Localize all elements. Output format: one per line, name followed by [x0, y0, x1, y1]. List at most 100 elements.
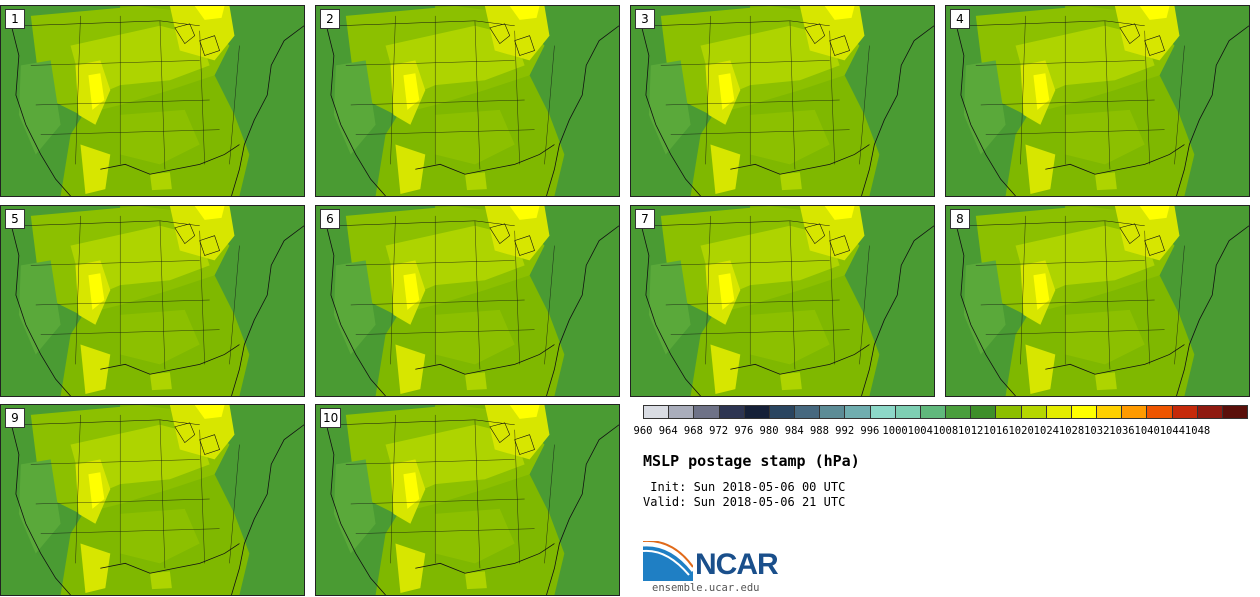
member-map-9	[1, 405, 304, 595]
map-feature	[395, 344, 426, 395]
map-feature	[861, 25, 934, 196]
source-url: ensemble.ucar.edu	[652, 582, 760, 594]
map-feature	[750, 309, 830, 365]
colorbar-swatch	[971, 406, 997, 418]
map-feature	[546, 225, 619, 396]
map-feature	[194, 405, 225, 419]
member-map-10	[316, 405, 619, 595]
map-feature	[861, 225, 934, 396]
colorbar-tick: 1036	[1109, 425, 1135, 437]
map-feature	[1065, 309, 1145, 365]
map-feature	[780, 172, 802, 191]
map-feature	[1045, 344, 1185, 375]
member-panel-7: 7	[630, 205, 935, 397]
colorbar-tick: 1040	[1134, 425, 1160, 437]
map-feature	[465, 372, 487, 391]
map-feature	[1095, 372, 1117, 391]
map-feature	[514, 206, 619, 396]
map-feature	[730, 144, 870, 175]
colorbar-tick: 996	[860, 425, 880, 437]
map-feature	[1033, 73, 1050, 110]
map-feature	[965, 20, 1145, 27]
colorbar-tick: 988	[809, 425, 829, 437]
colorbar-swatch	[795, 406, 821, 418]
member-map-6	[316, 206, 619, 396]
member-label: 7	[635, 209, 655, 229]
map-feature	[403, 472, 420, 509]
map-feature	[100, 144, 240, 175]
colorbar-swatch	[669, 406, 695, 418]
colorbar-tick: 1048	[1184, 425, 1211, 437]
map-feature	[30, 15, 240, 170]
map-feature	[30, 414, 240, 569]
colorbar-swatch	[946, 406, 972, 418]
member-panel-10: 10	[315, 404, 620, 596]
member-label: 5	[5, 209, 25, 229]
colorbar-tick: 968	[683, 425, 703, 437]
colorbar-swatch	[870, 406, 896, 418]
map-feature	[8, 15, 71, 196]
member-panel-6: 6	[315, 205, 620, 397]
map-feature	[403, 73, 420, 110]
member-panel-9: 9	[0, 404, 305, 596]
member-label: 2	[320, 9, 340, 29]
map-feature	[953, 15, 1016, 196]
colorbar-swatch	[1172, 406, 1198, 418]
member-panel-2: 2	[315, 5, 620, 197]
colorbar-swatch	[820, 406, 846, 418]
map-feature	[1176, 25, 1249, 196]
map-feature	[415, 144, 555, 175]
map-feature	[345, 414, 555, 569]
member-map-8	[946, 206, 1249, 396]
colorbar-swatch	[996, 406, 1022, 418]
map-feature	[650, 20, 830, 27]
valid-time: Valid: Sun 2018-05-06 21 UTC	[643, 495, 846, 509]
member-label: 10	[320, 408, 342, 428]
member-map-3	[631, 6, 934, 196]
map-feature	[415, 543, 555, 574]
map-feature	[489, 223, 535, 256]
member-panel-4: 4	[945, 5, 1250, 197]
colorbar-tick: 984	[784, 425, 804, 437]
map-feature	[194, 206, 225, 220]
colorbar-tick: 1024	[1033, 425, 1059, 437]
map-feature	[509, 6, 540, 20]
colorbar-swatch	[1071, 406, 1098, 418]
map-feature	[514, 6, 619, 196]
map-feature	[80, 344, 111, 395]
map-feature	[88, 472, 105, 509]
colorbar-swatch	[769, 406, 796, 418]
colorbar-tick: 976	[734, 425, 754, 437]
member-label: 6	[320, 209, 340, 229]
map-feature	[80, 543, 111, 594]
map-feature	[323, 414, 386, 595]
member-map-2	[316, 6, 619, 196]
member-label: 9	[5, 408, 25, 428]
member-label: 1	[5, 9, 25, 29]
map-feature	[100, 543, 240, 574]
map-feature	[323, 15, 386, 196]
map-feature	[231, 424, 304, 595]
colorbar-tick: 980	[759, 425, 779, 437]
map-feature	[1033, 273, 1050, 310]
member-panel-8: 8	[945, 205, 1250, 397]
map-feature	[150, 372, 172, 391]
colorbar-swatch	[1197, 406, 1223, 418]
member-panel-3: 3	[630, 5, 935, 197]
colorbar-swatch	[1097, 406, 1123, 418]
map-feature	[489, 23, 535, 56]
map-feature	[1065, 109, 1145, 165]
map-feature	[660, 15, 870, 170]
colorbar-swatch	[845, 406, 871, 418]
map-feature	[1025, 144, 1056, 195]
map-feature	[88, 273, 105, 310]
map-feature	[150, 172, 172, 191]
member-label: 4	[950, 9, 970, 29]
map-feature	[546, 424, 619, 595]
member-map-5	[1, 206, 304, 396]
colorbar-tick: 1004	[907, 425, 933, 437]
map-feature	[1045, 144, 1185, 175]
map-feature	[323, 215, 386, 396]
map-feature	[829, 206, 934, 396]
map-feature	[174, 23, 220, 56]
